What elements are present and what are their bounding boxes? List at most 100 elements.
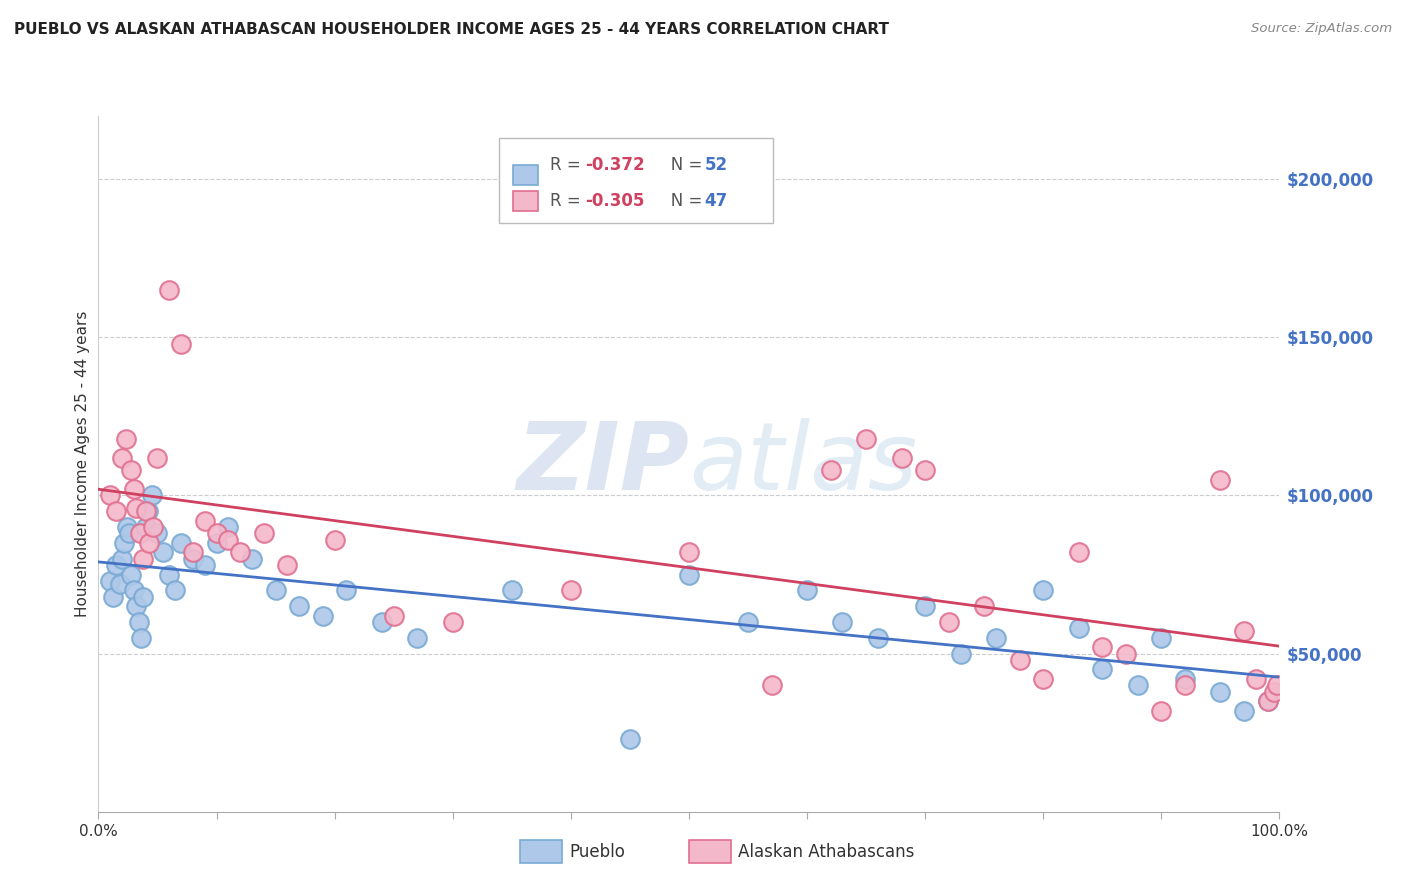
Point — [1209, 684, 1232, 698]
Point — [382, 608, 405, 623]
Point — [112, 536, 135, 550]
Point — [205, 536, 228, 550]
Point — [761, 678, 783, 692]
Point — [205, 526, 228, 541]
Point — [1174, 678, 1197, 692]
Point — [1174, 672, 1197, 686]
Point — [560, 583, 582, 598]
Point — [1209, 473, 1232, 487]
Text: N =: N = — [655, 156, 707, 174]
Point — [194, 514, 217, 528]
Point — [132, 590, 155, 604]
Point — [136, 504, 159, 518]
Point — [371, 615, 394, 629]
Point — [914, 463, 936, 477]
Point — [1244, 672, 1267, 686]
Point — [678, 545, 700, 559]
Point — [253, 526, 276, 541]
Point — [1091, 662, 1114, 676]
Point — [165, 583, 187, 598]
Point — [115, 520, 138, 534]
Point — [142, 520, 165, 534]
Point — [866, 631, 889, 645]
Point — [125, 501, 148, 516]
Point — [312, 608, 335, 623]
Point — [335, 583, 357, 598]
Point — [135, 504, 157, 518]
Text: Source: ZipAtlas.com: Source: ZipAtlas.com — [1251, 22, 1392, 36]
Point — [1067, 621, 1090, 635]
Point — [141, 488, 163, 502]
Point — [108, 577, 131, 591]
Point — [125, 599, 148, 614]
Point — [890, 450, 912, 465]
Text: 47: 47 — [704, 192, 728, 210]
Point — [194, 558, 217, 572]
Point — [128, 526, 150, 541]
Point — [1067, 545, 1090, 559]
Point — [831, 615, 853, 629]
Point — [1263, 684, 1285, 698]
Point — [914, 599, 936, 614]
Point — [1091, 640, 1114, 655]
Point — [181, 551, 204, 566]
Point — [121, 567, 143, 582]
Point — [128, 615, 150, 629]
Point — [949, 647, 972, 661]
Text: -0.305: -0.305 — [585, 192, 644, 210]
Text: N =: N = — [655, 192, 707, 210]
Point — [138, 536, 160, 550]
Point — [152, 545, 174, 559]
Point — [1257, 694, 1279, 708]
Point — [323, 533, 346, 547]
Point — [105, 504, 128, 518]
Point — [855, 432, 877, 446]
Point — [264, 583, 287, 598]
Text: ZIP: ZIP — [516, 417, 689, 510]
Point — [146, 526, 169, 541]
Point — [146, 450, 169, 465]
Text: R =: R = — [550, 192, 586, 210]
Point — [441, 615, 464, 629]
Text: PUEBLO VS ALASKAN ATHABASCAN HOUSEHOLDER INCOME AGES 25 - 44 YEARS CORRELATION C: PUEBLO VS ALASKAN ATHABASCAN HOUSEHOLDER… — [14, 22, 889, 37]
Point — [121, 463, 143, 477]
Point — [157, 567, 180, 582]
Point — [181, 545, 204, 559]
Point — [938, 615, 960, 629]
Point — [111, 450, 134, 465]
Text: atlas: atlas — [689, 418, 917, 509]
Text: -0.372: -0.372 — [585, 156, 644, 174]
Point — [105, 558, 128, 572]
Point — [1115, 647, 1137, 661]
Point — [678, 567, 700, 582]
Point — [114, 432, 136, 446]
Point — [1126, 678, 1149, 692]
Point — [796, 583, 818, 598]
Point — [101, 590, 124, 604]
Point — [619, 731, 641, 746]
Point — [1032, 583, 1054, 598]
Point — [1233, 704, 1256, 718]
Point — [501, 583, 523, 598]
Point — [135, 520, 157, 534]
Point — [737, 615, 759, 629]
Point — [129, 631, 152, 645]
Text: Alaskan Athabascans: Alaskan Athabascans — [738, 843, 914, 861]
Point — [984, 631, 1007, 645]
Point — [276, 558, 298, 572]
Point — [132, 551, 155, 566]
Point — [111, 551, 134, 566]
Point — [122, 583, 145, 598]
Point — [118, 526, 141, 541]
Point — [217, 520, 239, 534]
Point — [98, 488, 121, 502]
Point — [406, 631, 429, 645]
Point — [1257, 694, 1279, 708]
Point — [240, 551, 263, 566]
Point — [1032, 672, 1054, 686]
Point — [820, 463, 842, 477]
Point — [1233, 624, 1256, 639]
Point — [98, 574, 121, 588]
Point — [1150, 704, 1173, 718]
Point — [122, 482, 145, 496]
